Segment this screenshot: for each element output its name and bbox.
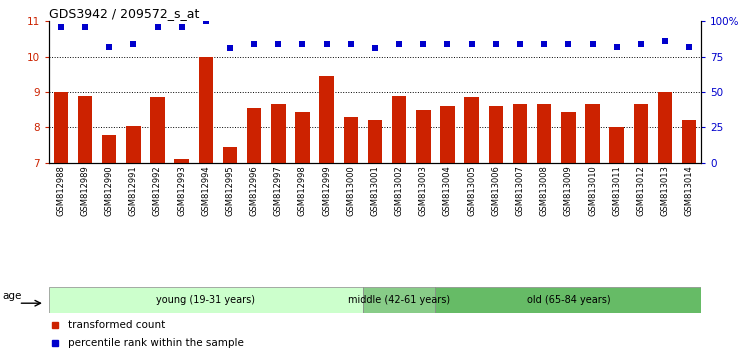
Bar — [363, 287, 436, 313]
Bar — [320, 76, 334, 163]
Text: old (65-84 years): old (65-84 years) — [526, 295, 610, 305]
Bar — [271, 104, 286, 163]
Bar — [102, 135, 116, 163]
Text: GSM812997: GSM812997 — [274, 165, 283, 216]
Text: GSM812998: GSM812998 — [298, 165, 307, 216]
Point — [610, 44, 622, 50]
Text: GSM813001: GSM813001 — [370, 165, 380, 216]
Point — [634, 41, 646, 47]
Text: young (19-31 years): young (19-31 years) — [156, 295, 255, 305]
Bar — [126, 126, 140, 163]
Bar — [296, 112, 310, 163]
Text: GSM813003: GSM813003 — [419, 165, 428, 216]
Point — [514, 41, 526, 47]
Bar — [416, 110, 430, 163]
Point — [417, 41, 429, 47]
Bar — [464, 97, 479, 163]
Text: GSM812990: GSM812990 — [105, 165, 114, 216]
Text: GSM812991: GSM812991 — [129, 165, 138, 216]
Text: GSM813000: GSM813000 — [346, 165, 355, 216]
Text: GSM812988: GSM812988 — [56, 165, 65, 216]
Point — [490, 41, 502, 47]
Bar — [561, 112, 575, 163]
Text: GSM813012: GSM813012 — [636, 165, 645, 216]
Text: GSM813013: GSM813013 — [661, 165, 670, 216]
Bar — [585, 104, 600, 163]
Text: GSM812992: GSM812992 — [153, 165, 162, 216]
Text: GSM813010: GSM813010 — [588, 165, 597, 216]
Bar — [49, 287, 363, 313]
Point — [586, 41, 598, 47]
Text: age: age — [2, 291, 22, 301]
Bar — [175, 159, 189, 163]
Text: middle (42-61 years): middle (42-61 years) — [348, 295, 450, 305]
Text: GSM812993: GSM812993 — [177, 165, 186, 216]
Text: GSM812989: GSM812989 — [80, 165, 89, 216]
Bar — [440, 106, 454, 163]
Point — [466, 41, 478, 47]
Bar — [223, 147, 237, 163]
Bar — [150, 97, 165, 163]
Text: GSM813006: GSM813006 — [491, 165, 500, 216]
Bar — [634, 104, 648, 163]
Text: GSM813007: GSM813007 — [515, 165, 524, 216]
Point — [393, 41, 405, 47]
Bar — [436, 287, 701, 313]
Point — [345, 41, 357, 47]
Text: GSM812999: GSM812999 — [322, 165, 332, 216]
Point — [200, 18, 211, 24]
Point — [562, 41, 574, 47]
Bar — [658, 92, 672, 163]
Point — [683, 44, 695, 50]
Text: GSM813004: GSM813004 — [443, 165, 452, 216]
Text: GSM812995: GSM812995 — [226, 165, 235, 216]
Point — [55, 24, 67, 30]
Bar — [682, 120, 697, 163]
Bar — [537, 104, 551, 163]
Bar — [392, 96, 406, 163]
Text: GSM813011: GSM813011 — [612, 165, 621, 216]
Point — [321, 41, 333, 47]
Bar — [368, 120, 382, 163]
Point — [152, 24, 164, 30]
Point — [104, 44, 116, 50]
Bar — [78, 96, 92, 163]
Bar — [247, 108, 262, 163]
Point — [659, 38, 671, 44]
Text: percentile rank within the sample: percentile rank within the sample — [68, 338, 244, 348]
Text: GSM813002: GSM813002 — [394, 165, 404, 216]
Bar — [488, 106, 503, 163]
Point — [79, 24, 91, 30]
Bar — [610, 127, 624, 163]
Text: transformed count: transformed count — [68, 320, 166, 330]
Text: GSM813005: GSM813005 — [467, 165, 476, 216]
Bar — [53, 92, 68, 163]
Point — [538, 41, 550, 47]
Point — [128, 41, 140, 47]
Point — [248, 41, 260, 47]
Point — [176, 24, 188, 30]
Point — [442, 41, 454, 47]
Point — [296, 41, 308, 47]
Text: GSM813009: GSM813009 — [564, 165, 573, 216]
Point — [369, 45, 381, 51]
Text: GSM813008: GSM813008 — [540, 165, 549, 216]
Text: GSM812996: GSM812996 — [250, 165, 259, 216]
Point — [224, 45, 236, 51]
Point — [272, 41, 284, 47]
Bar — [199, 57, 213, 163]
Text: GSM812994: GSM812994 — [201, 165, 210, 216]
Bar — [344, 117, 358, 163]
Bar — [513, 104, 527, 163]
Text: GDS3942 / 209572_s_at: GDS3942 / 209572_s_at — [49, 7, 200, 20]
Text: GSM813014: GSM813014 — [685, 165, 694, 216]
